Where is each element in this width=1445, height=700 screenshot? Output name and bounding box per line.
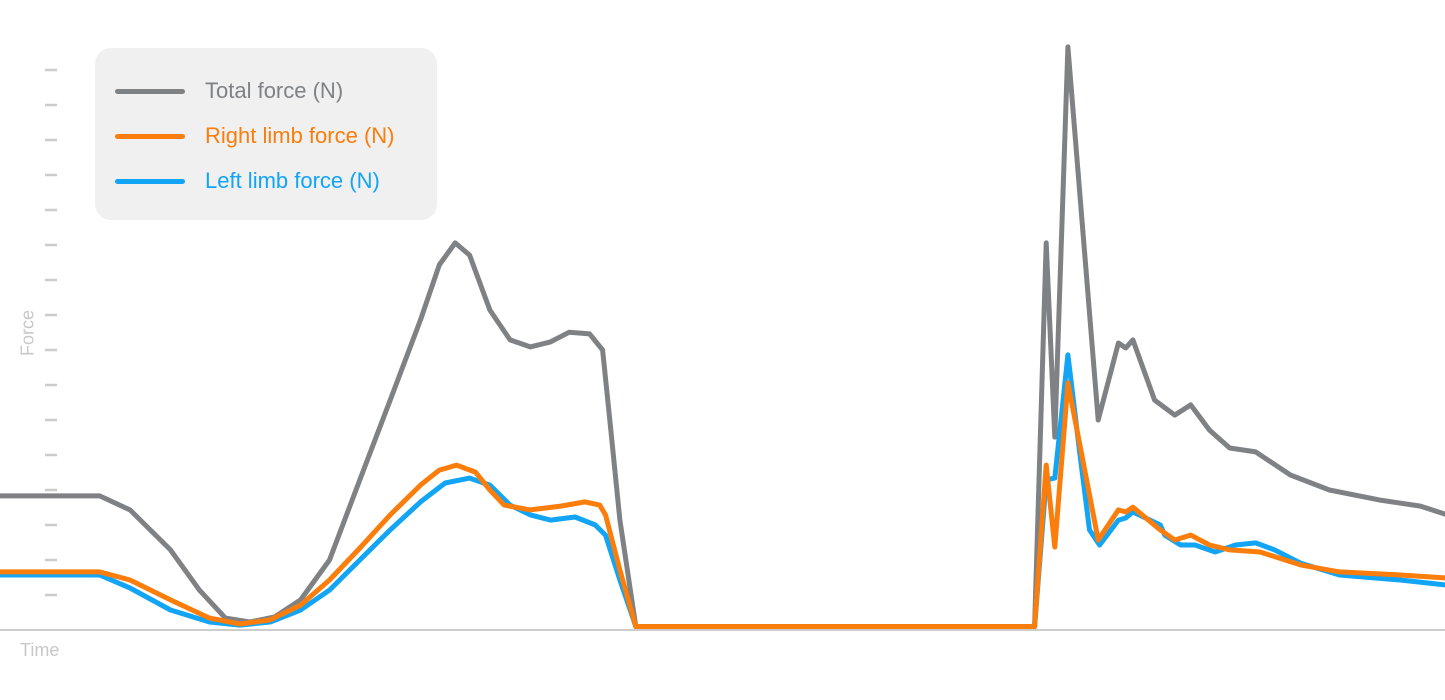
legend-item-total-force[interactable]: Total force (N) (115, 76, 343, 106)
legend-swatch-right (115, 133, 185, 139)
legend-label-left: Left limb force (N) (205, 168, 380, 193)
x-axis-label: Time (20, 640, 60, 660)
legend-label-total: Total force (N) (205, 78, 344, 103)
legend-item-right-limb-force[interactable]: Right limb force (N) (115, 121, 394, 151)
series-line-right-limb-force (0, 380, 1445, 629)
y-axis-ticks (45, 68, 57, 597)
series-line-left-limb-force (0, 352, 1445, 629)
legend-swatch-left (115, 178, 185, 184)
series-lines (0, 44, 1445, 629)
legend-swatch-total (115, 88, 185, 94)
y-axis-label: Force (17, 309, 38, 357)
legend-label-right: Right limb force (N) (205, 123, 395, 148)
legend: Total force (N) Right limb force (N) Lef… (95, 48, 437, 220)
legend-item-left-limb-force[interactable]: Left limb force (N) (115, 166, 380, 196)
